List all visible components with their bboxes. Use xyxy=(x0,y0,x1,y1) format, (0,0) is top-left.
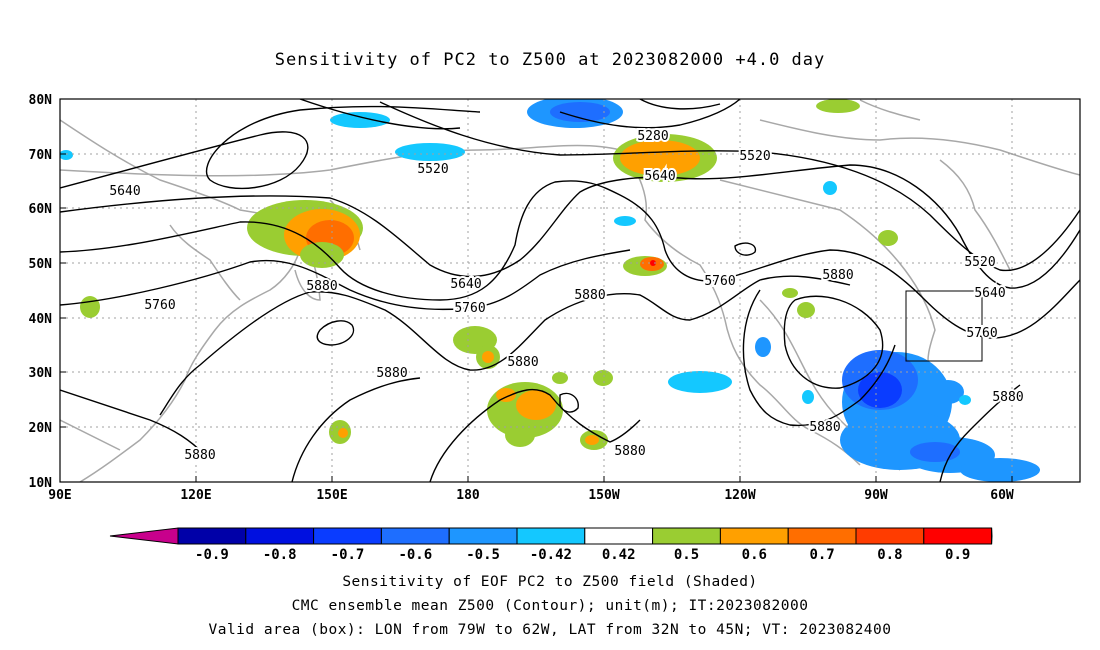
colorbar-swatch xyxy=(855,527,925,545)
colorbar-label: -0.6 xyxy=(398,547,432,563)
colorbar-label: 0.6 xyxy=(742,547,767,563)
colorbar-swatch xyxy=(448,527,518,545)
footer-line-2: CMC ensemble mean Z500 (Contour); unit(m… xyxy=(291,598,809,614)
contour-label: 5520 xyxy=(739,149,770,164)
contour-label: 5880 xyxy=(574,288,605,303)
lat-label: 40N xyxy=(29,312,53,327)
contour-label: 5640 xyxy=(450,277,481,292)
lat-label: 20N xyxy=(29,421,53,436)
contour-label: 5880 xyxy=(822,268,853,283)
longitude-labels: 90E 120E 150E 180 150W 120W 90W 60W xyxy=(48,488,1014,503)
contour-label: 5760 xyxy=(144,298,175,313)
footer-line-1: Sensitivity of EOF PC2 to Z500 field (Sh… xyxy=(342,574,758,590)
colorbar-swatch xyxy=(719,527,789,545)
colorbar-label: -0.5 xyxy=(466,547,500,563)
contour-label: 5760 xyxy=(704,274,735,289)
colorbar-swatch xyxy=(313,527,382,545)
contour-label-group: 5280 5520 5520 5520 5640 5640 5640 5640 5760 5760… xyxy=(107,127,1025,465)
colorbar-swatch xyxy=(245,527,315,545)
lat-label: 30N xyxy=(29,366,53,381)
contour-label: 5880 xyxy=(376,366,407,381)
colorbar: -0.9 -0.8 -0.7 -0.6 -0.5 -0.42 0.42 0.5 0.6 0.7 0.… xyxy=(109,527,993,563)
contour-label: 5880 xyxy=(809,420,840,435)
map-frame xyxy=(59,98,1081,483)
colorbar-label: -0.9 xyxy=(195,547,229,563)
lon-label: 120E xyxy=(180,488,211,503)
colorbar-label: 0.9 xyxy=(945,547,970,563)
colorbar-label: -0.7 xyxy=(331,547,365,563)
lon-label: 90W xyxy=(864,488,888,503)
lat-label: 10N xyxy=(29,476,53,491)
contour-label: 5760 xyxy=(454,301,485,316)
contour-label: 5880 xyxy=(507,355,538,370)
colorbar-label: 0.42 xyxy=(602,547,636,563)
colorbar-swatch xyxy=(584,527,654,545)
colorbar-swatch xyxy=(787,527,857,545)
z500-contours xyxy=(60,99,1080,482)
lat-label: 70N xyxy=(29,148,53,163)
lon-label: 180 xyxy=(456,488,480,503)
lat-label: 60N xyxy=(29,202,53,217)
colorbar-swatch xyxy=(380,527,450,545)
colorbar-label: 0.7 xyxy=(809,547,834,563)
contour-label: 5760 xyxy=(966,326,997,341)
contour-label: 5880 xyxy=(614,444,645,459)
colorbar-under-triangle xyxy=(109,527,179,545)
colorbar-label: 0.8 xyxy=(877,547,902,563)
contour-label: 5280 xyxy=(637,129,668,144)
latitude-labels: 80N 70N 60N 50N 40N 30N 20N 10N xyxy=(29,93,53,491)
colorbar-label: -0.8 xyxy=(263,547,297,563)
contour-label: 5880 xyxy=(184,448,215,463)
lat-label: 50N xyxy=(29,257,53,272)
contour-label: 5520 xyxy=(964,255,995,270)
contour-label: 5640 xyxy=(644,169,675,184)
footer-line-3: Valid area (box): LON from 79W to 62W, L… xyxy=(208,622,892,638)
lon-label: 60W xyxy=(990,488,1014,503)
lon-label: 120W xyxy=(724,488,755,503)
contour-label: 5640 xyxy=(974,286,1005,301)
colorbar-swatch xyxy=(923,527,993,545)
lat-label: 80N xyxy=(29,93,53,108)
valid-area-box xyxy=(905,290,983,362)
plot-title: Sensitivity of PC2 to Z500 at 2023082000… xyxy=(274,50,826,70)
lon-label: 150W xyxy=(588,488,619,503)
colorbar-swatch xyxy=(652,527,721,545)
contour-label: 5880 xyxy=(992,390,1023,405)
contour-label: 5640 xyxy=(109,184,140,199)
colorbar-label: -0.42 xyxy=(530,547,572,563)
colorbar-swatch xyxy=(516,527,586,545)
lon-label: 150E xyxy=(316,488,347,503)
colorbar-label: 0.5 xyxy=(674,547,699,563)
lon-label: 90E xyxy=(48,488,71,503)
contour-label: 5520 xyxy=(417,162,448,177)
contour-label: 5880 xyxy=(306,279,337,294)
axis-ticks xyxy=(60,153,1013,482)
colorbar-swatch xyxy=(177,527,247,545)
